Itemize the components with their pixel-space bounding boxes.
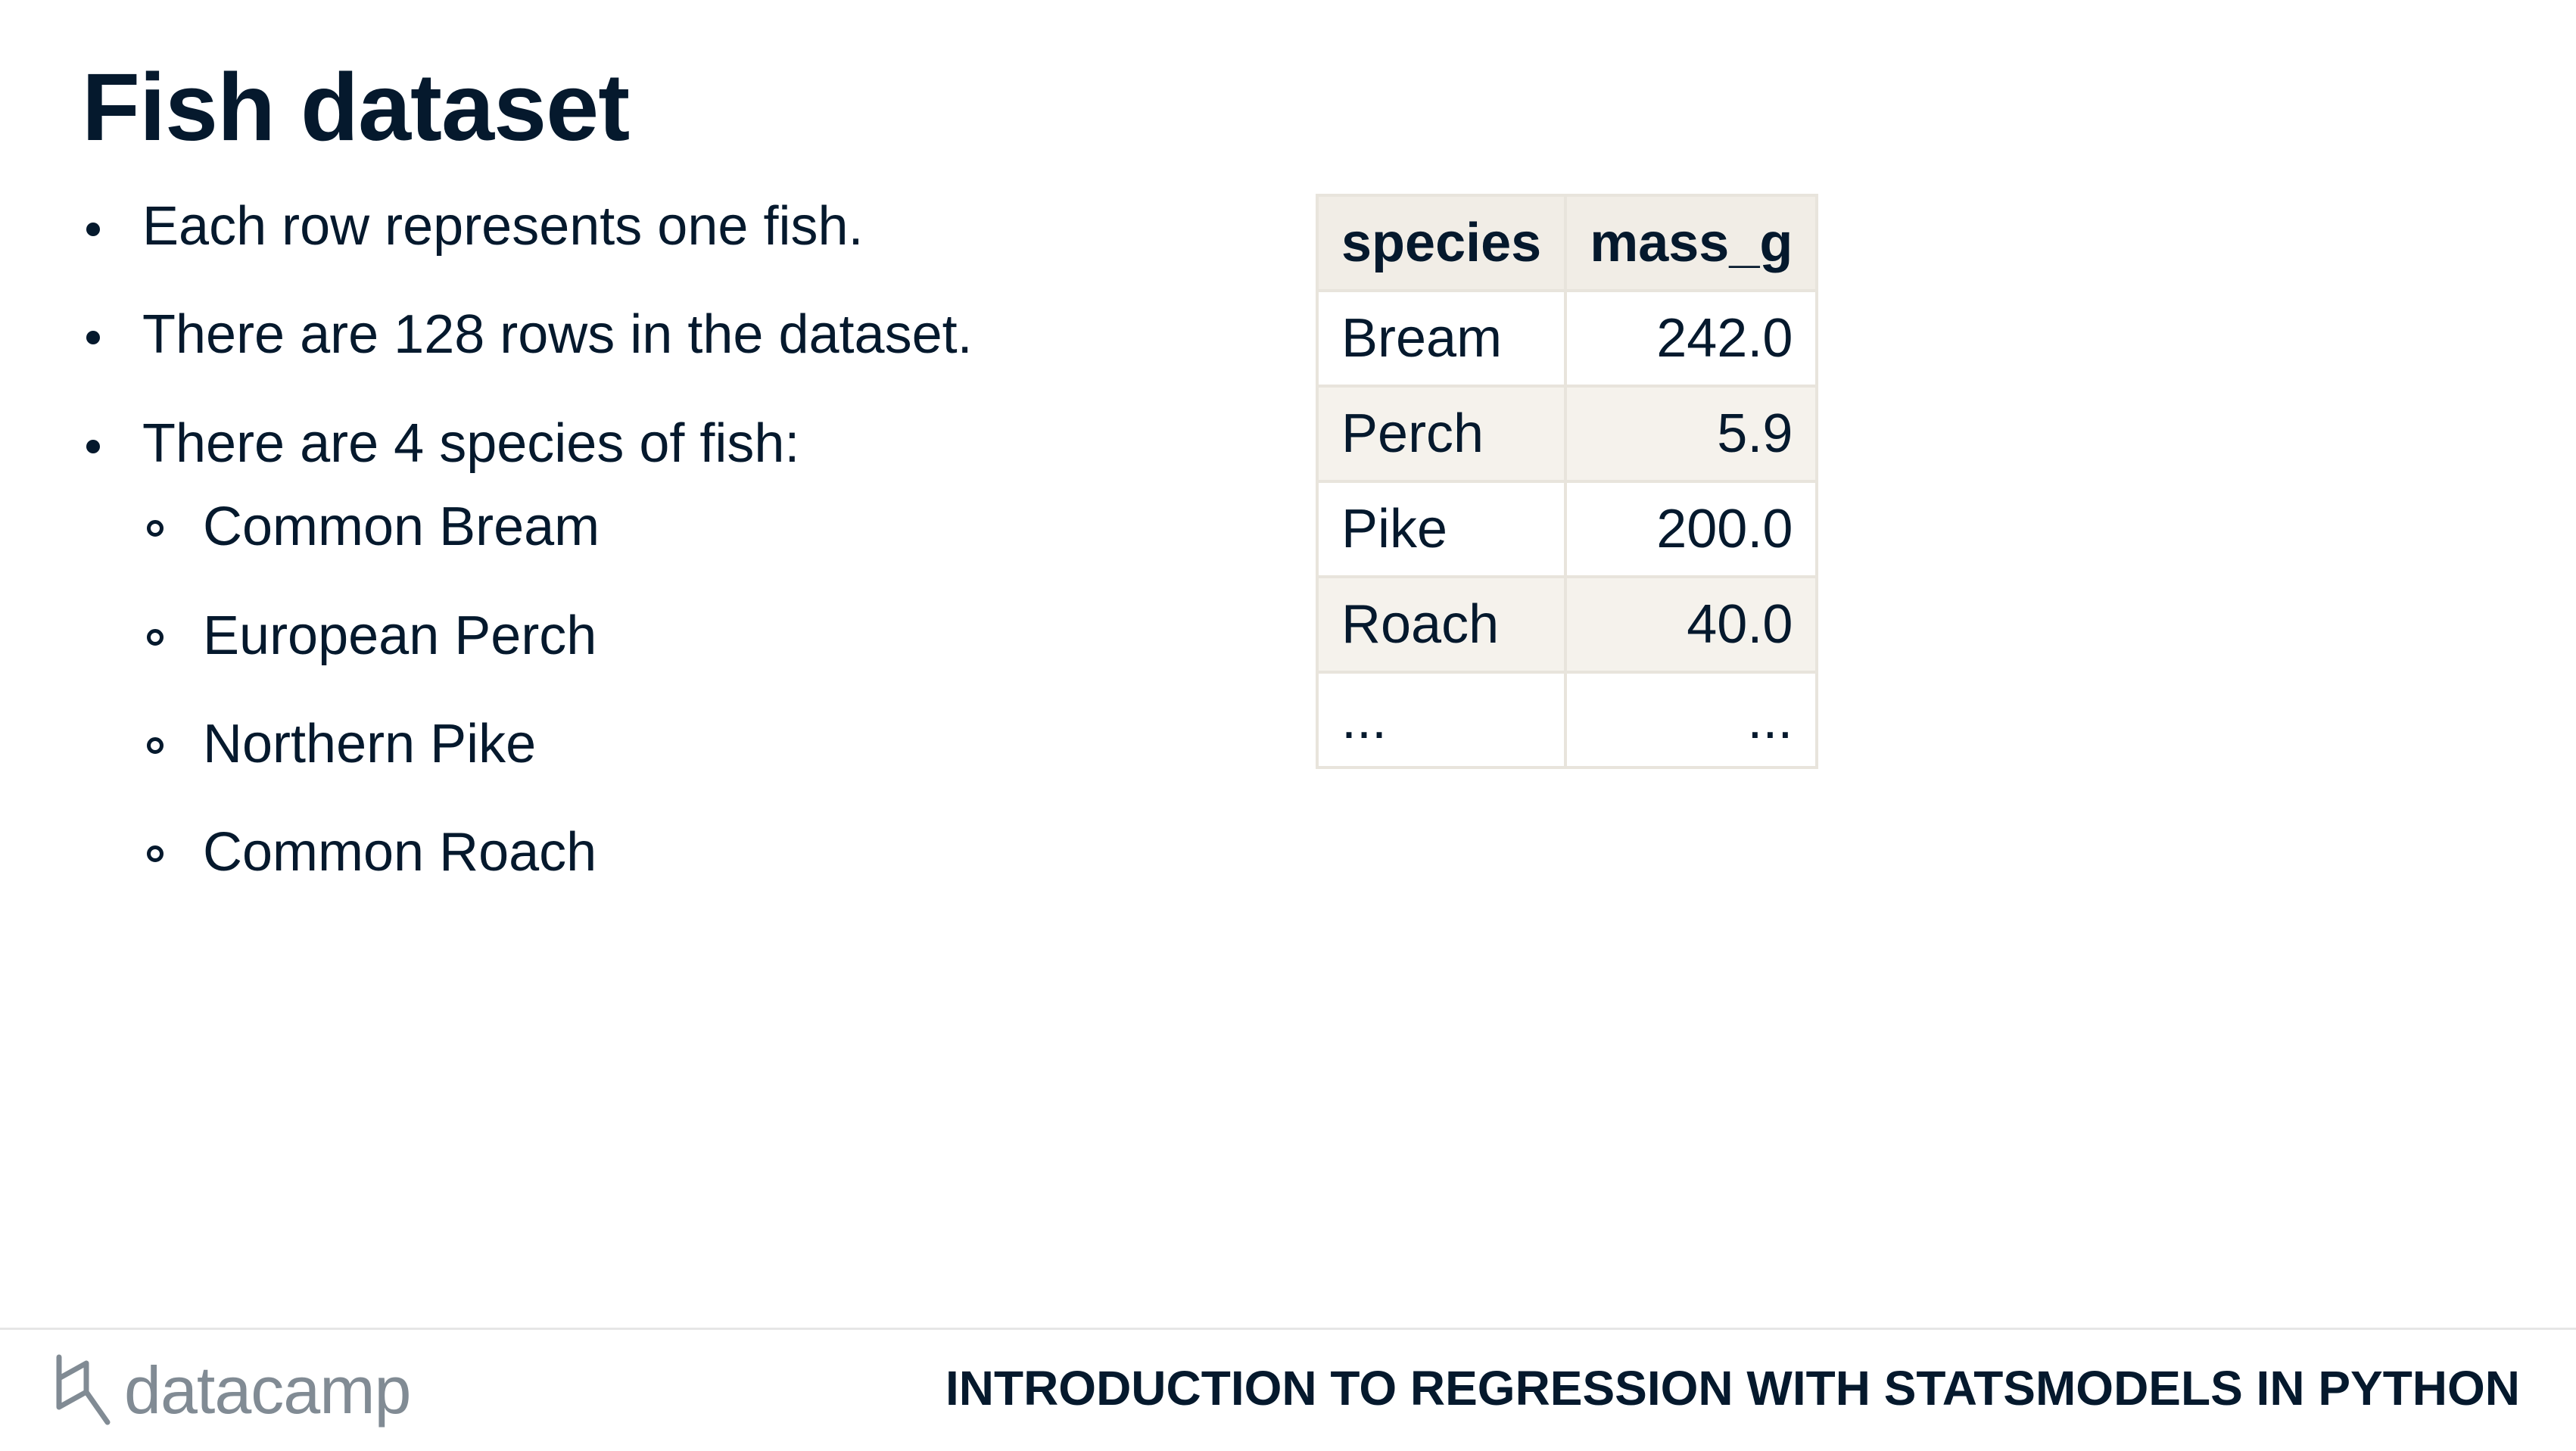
column-header-species: species [1317, 195, 1565, 291]
course-title: INTRODUCTION TO REGRESSION WITH STATSMOD… [945, 1359, 2520, 1418]
mass-cell: ... [1565, 672, 1817, 768]
sub-bullet-item: Northern Pike [142, 711, 1202, 777]
table-row: Pike 200.0 [1317, 481, 1817, 577]
datacamp-mark-icon [53, 1353, 114, 1428]
table-header-row: species mass_g [1317, 195, 1817, 291]
column-header-mass: mass_g [1565, 195, 1817, 291]
table-row: Perch 5.9 [1317, 386, 1817, 481]
footer-divider [0, 1328, 2576, 1330]
slide-title: Fish dataset [82, 53, 629, 163]
table-row: Roach 40.0 [1317, 577, 1817, 672]
bullet-list: Each row represents one fish. There are … [82, 194, 1202, 929]
species-cell: Perch [1317, 386, 1565, 481]
mass-cell: 5.9 [1565, 386, 1817, 481]
sub-bullet-item: Common Bream [142, 494, 1202, 559]
mass-cell: 242.0 [1565, 291, 1817, 386]
mass-cell: 40.0 [1565, 577, 1817, 672]
sub-bullet-item: European Perch [142, 603, 1202, 668]
logo-wordmark: datacamp [124, 1357, 410, 1424]
table-row: Bream 242.0 [1317, 291, 1817, 386]
bullet-item: There are 128 rows in the dataset. [82, 302, 1202, 367]
bullet-item: There are 4 species of fish: [82, 411, 1202, 476]
species-cell: ... [1317, 672, 1565, 768]
fish-data-table: species mass_g Bream 242.0 Perch 5.9 Pik… [1316, 194, 1818, 769]
species-cell: Bream [1317, 291, 1565, 386]
sub-bullet-item: Common Roach [142, 820, 1202, 885]
table-row: ... ... [1317, 672, 1817, 768]
datacamp-logo: datacamp [53, 1349, 410, 1432]
mass-cell: 200.0 [1565, 481, 1817, 577]
species-cell: Pike [1317, 481, 1565, 577]
species-sub-list: Common Bream European Perch Northern Pik… [82, 494, 1202, 886]
bullet-item: Each row represents one fish. [82, 194, 1202, 259]
species-cell: Roach [1317, 577, 1565, 672]
